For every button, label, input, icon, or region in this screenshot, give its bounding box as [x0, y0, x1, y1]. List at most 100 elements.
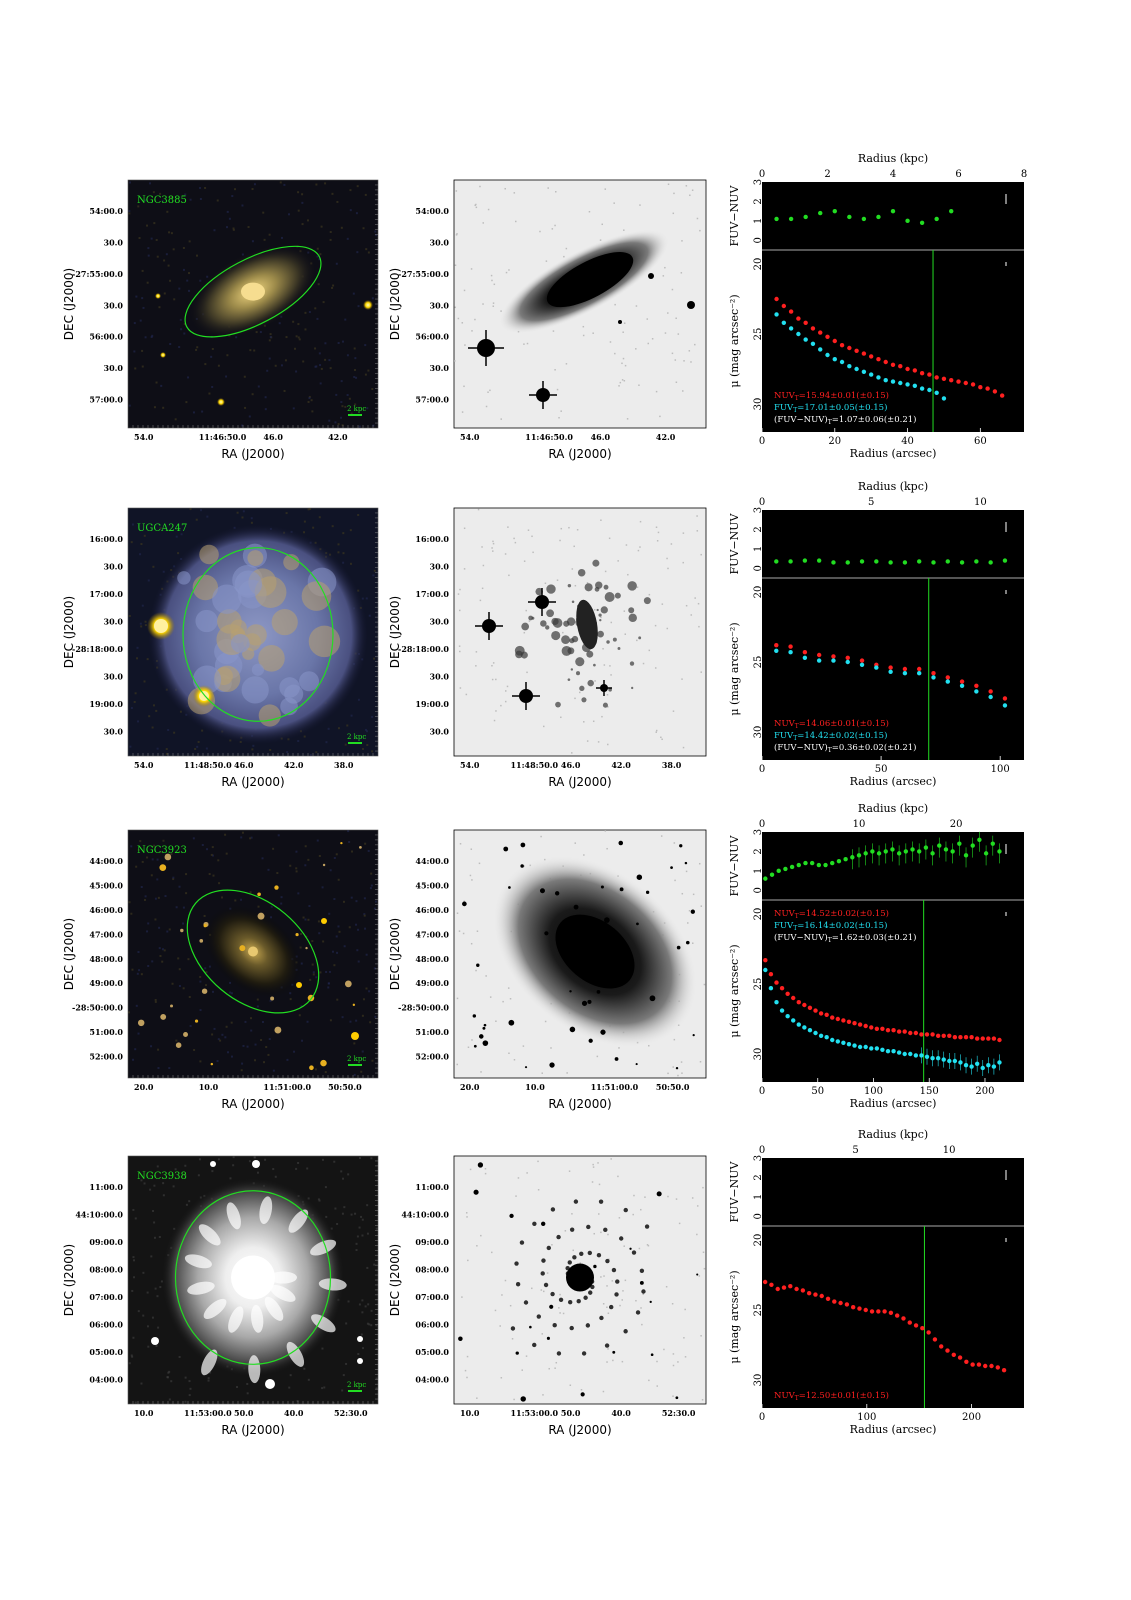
- nuv-point: [1002, 696, 1008, 701]
- nuv-point: [919, 1032, 924, 1037]
- arcsec-tick-label: 40: [901, 436, 914, 447]
- star-core: [199, 691, 209, 701]
- hii-knot: [579, 685, 585, 691]
- profile-chart: 0 5 10 Radius (kpc) 0 100 200 Radius (arcsec) 0 1…: [728, 1128, 1024, 1436]
- galaxy-core: [555, 914, 635, 989]
- mu-tick-label: 25: [753, 978, 764, 991]
- spiral-arm-knot: [543, 1282, 549, 1288]
- hii-knot: [593, 663, 596, 667]
- fuv-point: [919, 386, 925, 391]
- nuv-series: [763, 958, 1002, 1043]
- star: [604, 917, 610, 923]
- dec-tick-label: 11:00.0: [89, 1182, 123, 1192]
- galaxy-nucleus: [241, 282, 265, 301]
- scale-bar-label: 2 kpc: [347, 1381, 366, 1389]
- hii-region: [258, 704, 281, 727]
- nuv-point: [976, 1362, 982, 1367]
- arcsec-tick-label: 50: [875, 764, 888, 775]
- color-point: [856, 853, 862, 858]
- kpc-axis-label: Radius (kpc): [858, 802, 928, 815]
- ra-tick-label: 42.0: [284, 760, 304, 770]
- color-point: [943, 847, 949, 852]
- mu-tick-label: 25: [753, 328, 764, 341]
- grayscale-image-panel: [453, 1155, 707, 1405]
- star: [539, 888, 545, 894]
- dec-tick-label: 16:00.0: [415, 534, 449, 544]
- nuv-point: [883, 359, 888, 365]
- kpc-tick-label: 4: [890, 169, 896, 180]
- color-point: [850, 855, 855, 860]
- fuv-point: [997, 1060, 1002, 1065]
- nuv-point: [781, 1285, 787, 1290]
- kpc-tick-label: 0: [759, 1145, 765, 1156]
- dec-axis-label: DEC (J2000): [388, 918, 402, 990]
- fuv-point: [986, 1063, 991, 1068]
- image-frame: [127, 507, 379, 757]
- color-axis-label: FUV−NUV: [728, 834, 741, 896]
- nuv-point: [902, 1029, 907, 1034]
- nuv-point: [802, 1002, 807, 1008]
- star: [687, 301, 695, 309]
- star: [569, 1026, 576, 1033]
- color-tick-label: 1: [753, 546, 764, 552]
- nuv-point: [913, 1323, 919, 1328]
- color-point: [930, 851, 935, 856]
- star: [618, 320, 622, 324]
- nuv-point: [934, 375, 939, 380]
- star: [352, 1003, 356, 1007]
- spiral-arm-knot: [251, 1304, 264, 1333]
- ra-tick-label: 54.0: [460, 432, 480, 442]
- star: [359, 845, 362, 849]
- nuv-point: [956, 379, 961, 384]
- fuv-point: [832, 357, 837, 362]
- hii-region: [271, 609, 298, 636]
- hii-knot: [600, 606, 608, 614]
- dec-tick-label: 44:10:00.0: [75, 1210, 123, 1220]
- ra-tick-label: 20.0: [460, 1082, 480, 1092]
- spiral-arm-knot: [604, 1343, 610, 1348]
- nuv-point: [963, 1035, 969, 1040]
- hii-region: [177, 571, 191, 585]
- color-image-panel: UGCA247 2 kpc: [127, 507, 379, 757]
- color-point: [963, 853, 969, 858]
- spiral-arm-knot: [184, 1254, 212, 1269]
- fuv-point: [788, 326, 794, 331]
- nuv-point: [845, 655, 850, 660]
- fuv-point: [902, 1051, 907, 1057]
- star: [596, 990, 601, 994]
- nuv-point: [788, 1284, 793, 1289]
- nuv-point: [995, 1365, 1000, 1370]
- nuv-point: [882, 1309, 887, 1314]
- color-point: [970, 843, 975, 848]
- color-point: [769, 872, 775, 877]
- nuv-point: [980, 1036, 985, 1041]
- hii-knot: [602, 702, 608, 708]
- dec-tick-label: 30.0: [430, 727, 450, 737]
- spiral-arm-knot: [540, 1271, 545, 1276]
- nuv-point: [951, 1352, 956, 1358]
- star: [274, 885, 279, 890]
- star: [612, 1350, 616, 1354]
- dec-axis-label: DEC (J2000): [388, 1244, 402, 1316]
- nuv-point: [835, 1016, 841, 1022]
- dec-tick-label: 07:00.0: [415, 1292, 449, 1302]
- star: [295, 932, 299, 937]
- ra-tick-label: 11:46:50.0: [525, 432, 573, 442]
- scale-bar-label: 2 kpc: [347, 1055, 366, 1063]
- mu-tick-label: 20: [753, 258, 764, 271]
- fuv-point: [774, 1000, 779, 1005]
- nuv-point: [958, 1035, 963, 1040]
- nuv-point: [869, 1309, 875, 1314]
- hii-region: [234, 570, 263, 598]
- color-point: [937, 843, 942, 848]
- star: [340, 841, 343, 845]
- star: [175, 1042, 182, 1048]
- dec-tick-label: 52:00.0: [89, 1052, 123, 1062]
- spiral-arm-knot: [599, 1315, 604, 1321]
- star: [639, 1280, 644, 1285]
- spiral-arm-knot: [532, 1221, 537, 1226]
- color-point: [949, 208, 954, 214]
- fuv-point: [952, 1058, 958, 1064]
- fuv-point: [841, 1040, 846, 1046]
- nuv-point: [852, 1021, 857, 1026]
